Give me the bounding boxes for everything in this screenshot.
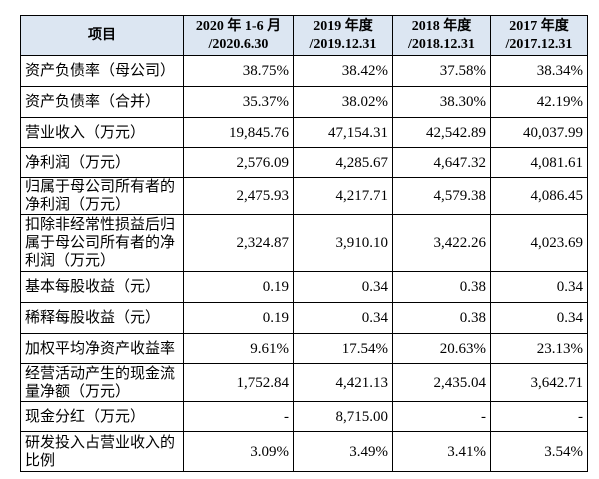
cell-value: 3.54%	[490, 431, 588, 472]
cell-value: 3.09%	[183, 431, 294, 472]
cell-value: 4,217.71	[293, 177, 393, 215]
row-label: 加权平均净资产收益率	[20, 333, 184, 364]
table-row: 经营活动产生的现金流量净额（万元） 1,752.84 4,421.13 2,435.0…	[20, 363, 588, 402]
cell-value: 0.19	[183, 271, 294, 303]
cell-value: 38.02%	[293, 86, 393, 118]
cell-value: 2,435.04	[392, 363, 491, 402]
table-row: 资产负债率（合并） 35.37% 38.02% 38.30% 42.19%	[20, 86, 588, 118]
cell-value: 2,324.87	[183, 214, 294, 272]
row-label: 基本每股收益（元）	[20, 271, 184, 303]
cell-value: 3,910.10	[293, 214, 393, 272]
header-cell: 2020 年 1-6 月/2020.6.30	[183, 15, 294, 56]
table-row: 净利润（万元） 2,576.09 4,285.67 4,647.32 4,081.61	[20, 147, 588, 178]
header-line: 2019 年度	[313, 18, 373, 34]
cell-value: 4,086.45	[490, 177, 588, 215]
table-row: 归属于母公司所有者的净利润（万元） 2,475.93 4,217.71 4,579.3…	[20, 177, 588, 215]
row-label: 现金分红（万元）	[20, 401, 184, 432]
financial-table: 项目 2020 年 1-6 月/2020.6.30 2019 年度/2019.12.…	[20, 15, 588, 472]
header-line: /2019.12.31	[309, 36, 377, 52]
header-line: /2020.6.30	[208, 36, 269, 52]
cell-value: 4,579.38	[392, 177, 491, 215]
header-cell: 2017 年度/2017.12.31	[490, 15, 588, 56]
cell-value: 1,752.84	[183, 363, 294, 402]
cell-value: 0.34	[490, 302, 588, 334]
row-label: 经营活动产生的现金流量净额（万元）	[20, 363, 184, 402]
header-line: 2020 年 1-6 月	[195, 18, 282, 34]
cell-value: 4,023.69	[490, 214, 588, 272]
cell-value: 47,154.31	[293, 117, 393, 148]
cell-value: 0.19	[183, 302, 294, 334]
table-row: 基本每股收益（元） 0.19 0.34 0.38 0.34	[20, 271, 588, 303]
row-label: 资产负债率（母公司）	[20, 55, 184, 87]
row-label: 营业收入（万元）	[20, 117, 184, 148]
header-row: 项目 2020 年 1-6 月/2020.6.30 2019 年度/2019.12.…	[20, 15, 588, 56]
cell-value: 38.75%	[183, 55, 294, 87]
header-line: 2017 年度	[509, 18, 569, 34]
cell-value: 17.54%	[293, 333, 393, 364]
cell-value: 0.34	[293, 302, 393, 334]
cell-value: 0.34	[490, 271, 588, 303]
cell-value: 3.49%	[293, 431, 393, 472]
cell-value: 42,542.89	[392, 117, 491, 148]
table-row: 营业收入（万元） 19,845.76 47,154.31 42,542.89 40,03…	[20, 117, 588, 148]
table-row: 研发投入占营业收入的比例 3.09% 3.49% 3.41% 3.54%	[20, 431, 588, 472]
cell-value: 0.34	[293, 271, 393, 303]
header-line: /2017.12.31	[505, 36, 573, 52]
row-label: 资产负债率（合并）	[20, 86, 184, 118]
table-row: 加权平均净资产收益率 9.61% 17.54% 20.63% 23.13%	[20, 333, 588, 364]
table-row: 现金分红（万元） -8,715.00- -	[20, 401, 588, 432]
cell-value: 38.30%	[392, 86, 491, 118]
table-row: 资产负债率（母公司） 38.75% 38.42% 37.58% 38.34%	[20, 55, 588, 87]
cell-value: 3,642.71	[490, 363, 588, 402]
cell-value: 3,422.26	[392, 214, 491, 272]
cell-value: 19,845.76	[183, 117, 294, 148]
cell-value: 38.42%	[293, 55, 393, 87]
cell-value: 4,285.67	[293, 147, 393, 178]
row-label: 扣除非经常性损益后归属于母公司所有者的净利润（万元）	[20, 214, 184, 272]
table-row: 稀释每股收益（元） 0.19 0.34 0.38 0.34	[20, 302, 588, 334]
cell-value: 4,647.32	[392, 147, 491, 178]
table-row: 扣除非经常性损益后归属于母公司所有者的净利润（万元） 2,324.87 3,910.…	[20, 214, 588, 272]
header-cell: 2018 年度/2018.12.31	[392, 15, 491, 56]
cell-value: -	[183, 401, 294, 432]
header-line: /2018.12.31	[408, 36, 475, 52]
cell-value: 4,421.13	[293, 363, 393, 402]
cell-value: 4,081.61	[490, 147, 588, 178]
cell-value: 9.61%	[183, 333, 294, 364]
cell-value: 2,475.93	[183, 177, 294, 215]
cell-value: 3.41%	[392, 431, 491, 472]
row-label: 稀释每股收益（元）	[20, 302, 184, 334]
header-line: 项目	[88, 27, 116, 43]
cell-value: 23.13%	[490, 333, 588, 364]
cell-value: 35.37%	[183, 86, 294, 118]
cell-value: 40,037.99	[490, 117, 588, 148]
cell-value: 20.63%	[392, 333, 491, 364]
cell-value: 8,715.00	[293, 401, 393, 432]
cell-value: 2,576.09	[183, 147, 294, 178]
cell-value: 0.38	[392, 271, 491, 303]
cell-value: 37.58%	[392, 55, 491, 87]
header-cell: 2019 年度/2019.12.31	[293, 15, 393, 56]
cell-value: -	[392, 401, 491, 432]
row-label: 研发投入占营业收入的比例	[20, 431, 184, 472]
header-line: 2018 年度	[411, 18, 472, 34]
cell-value: -	[490, 401, 588, 432]
cell-value: 38.34%	[490, 55, 588, 87]
table-body: 资产负债率（母公司） 38.75% 38.42% 37.58% 38.34% 资产负债率（…	[20, 55, 588, 472]
header-cell: 项目	[20, 15, 184, 56]
row-label: 净利润（万元）	[20, 147, 184, 178]
row-label: 归属于母公司所有者的净利润（万元）	[20, 177, 184, 215]
cell-value: 0.38	[392, 302, 491, 334]
cell-value: 42.19%	[490, 86, 588, 118]
